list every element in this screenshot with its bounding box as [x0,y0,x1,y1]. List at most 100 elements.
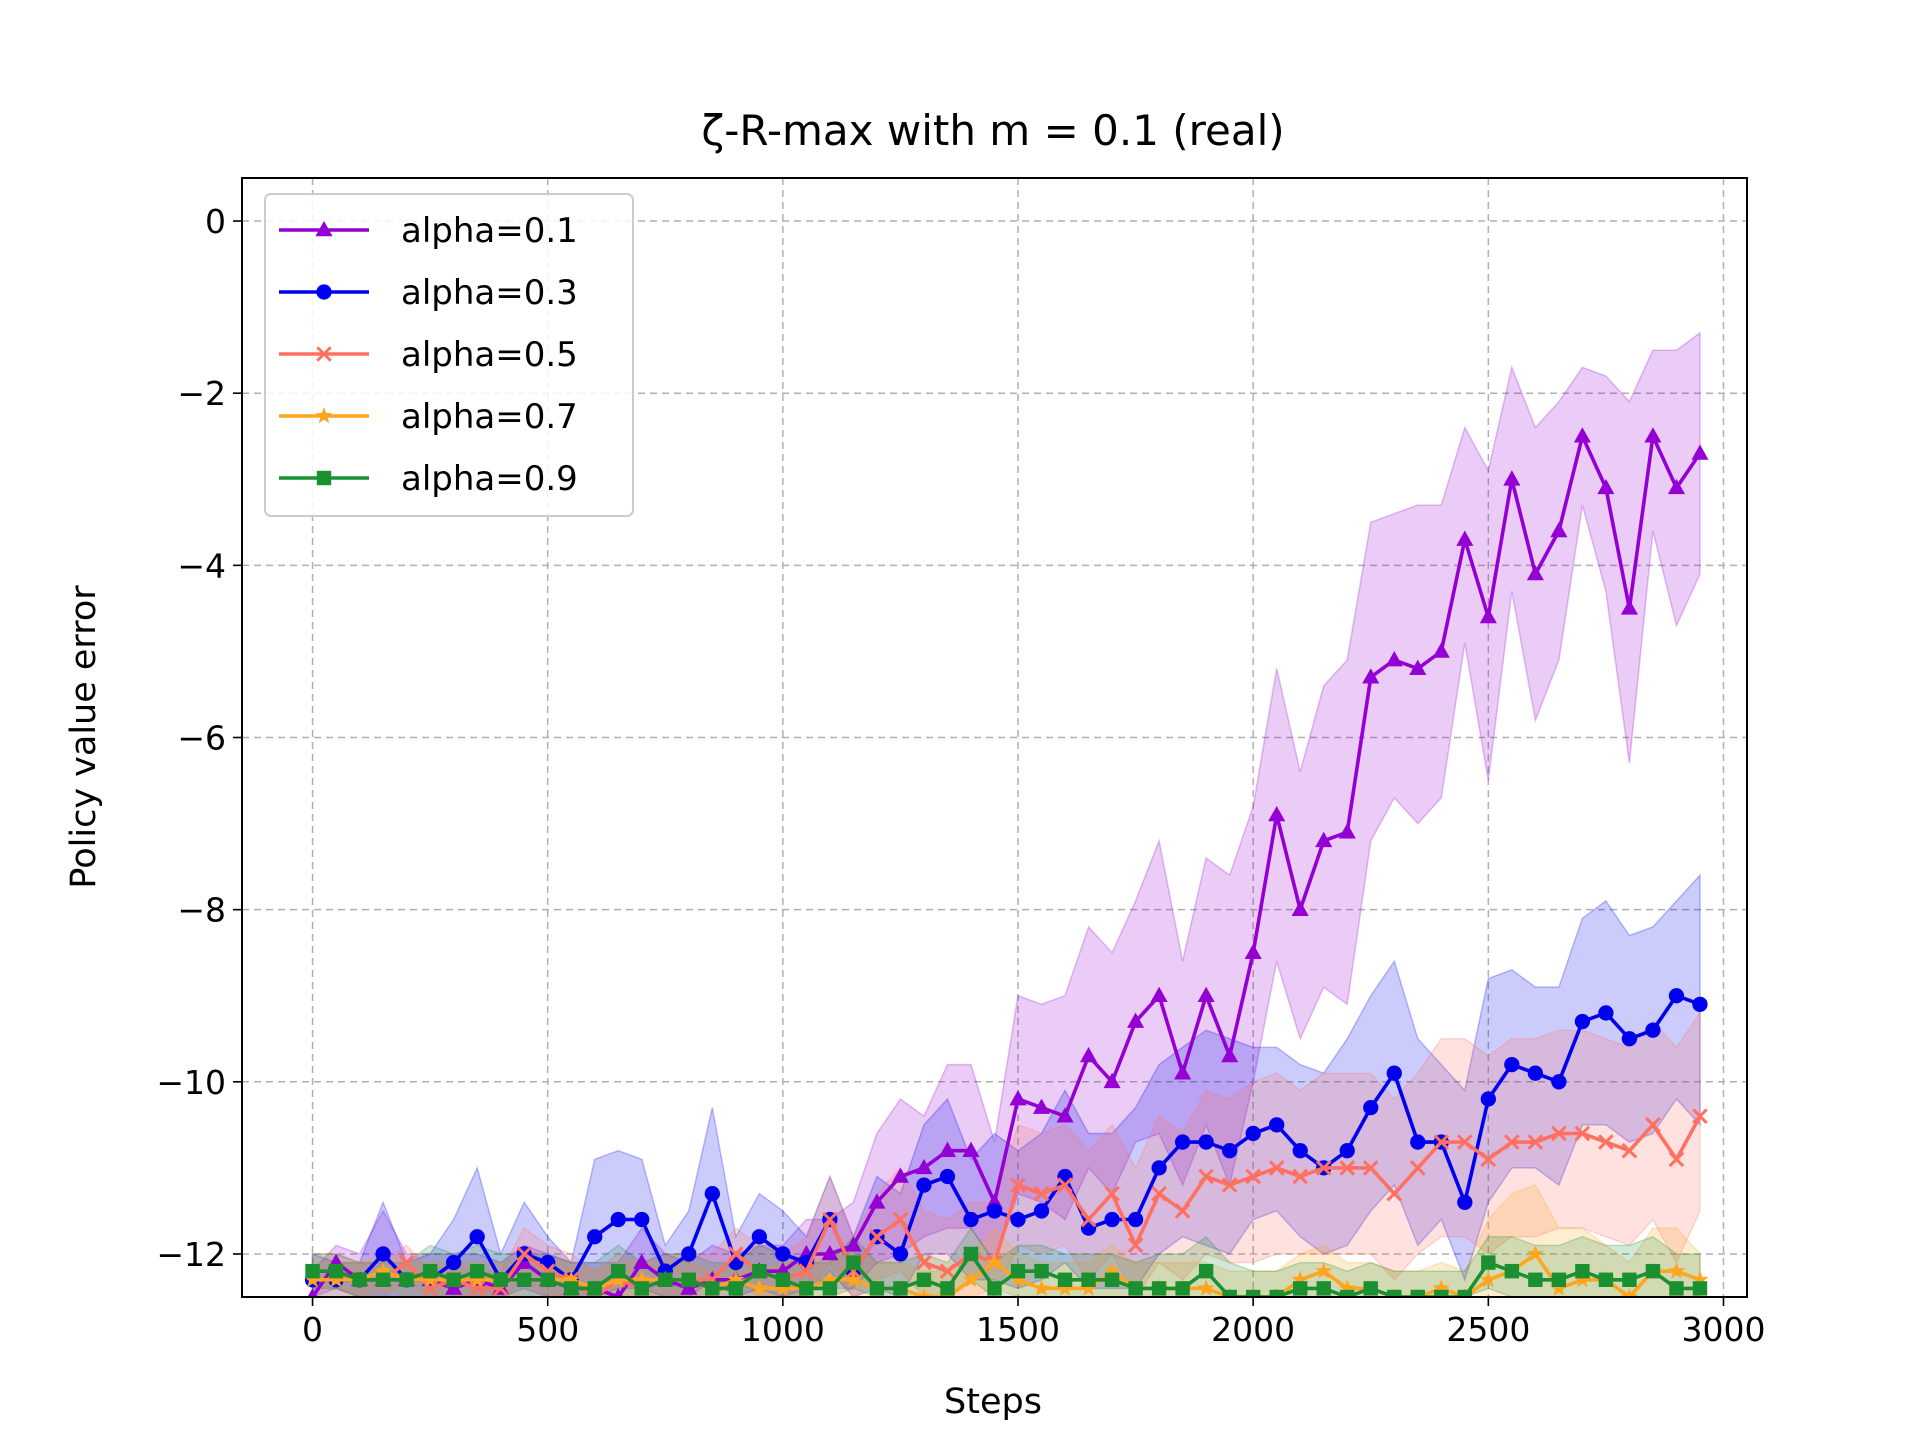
data-point [1080,1279,1098,1296]
data-point [540,1272,555,1287]
data-point [1268,1160,1285,1176]
data-point [1339,1143,1355,1159]
data-point [963,1246,979,1262]
data-point [1573,427,1591,443]
data-point [1409,1160,1426,1176]
axis-ticks: 0 500 1000 1500 2000 2500 3000 0 −2 −4 −6 −8 −10 −12 [156,202,1765,1349]
data-point [1479,607,1497,624]
data-point [562,1270,580,1288]
data-point [1198,1134,1214,1150]
legend-marker [315,407,333,424]
data-point [1597,478,1615,495]
data-point [609,1270,627,1288]
data-point [1080,1046,1098,1063]
data-point [1362,1160,1379,1176]
data-point [1691,1270,1709,1288]
data-point [728,1281,744,1296]
data-point [634,1281,649,1296]
data-point [1645,1117,1661,1133]
data-point [1598,1005,1614,1021]
data-point [774,1279,792,1296]
data-point [680,1279,698,1295]
data-point [1692,996,1708,1012]
data-point [1032,1098,1051,1114]
data-point [705,1281,720,1296]
data-point [869,1228,885,1245]
legend-marker [316,284,332,300]
data-point [1033,1203,1050,1219]
data-point [916,1254,932,1271]
data-point [1387,1289,1402,1297]
data-point [1504,1134,1520,1150]
data-point [1057,1272,1073,1287]
series-lines [304,427,1709,1297]
chart-title: ζ-R-max with m = 0.1 (real) [701,106,1284,155]
data-point [987,1281,1002,1296]
data-point [775,1272,791,1287]
y-tick-label: −10 [156,1063,226,1102]
data-point [681,1246,697,1262]
data-point [1551,1125,1567,1142]
data-point [1198,1263,1214,1279]
x-tick-label: 1500 [976,1310,1060,1349]
data-point [1033,1185,1050,1202]
x-tick-label: 3000 [1681,1310,1765,1349]
data-point [304,1270,322,1288]
data-point [1644,427,1662,443]
data-point [939,1168,956,1185]
data-point [915,1288,933,1297]
data-point [1457,1194,1473,1210]
data-point [1620,1288,1638,1297]
data-point [422,1280,438,1297]
data-point [1197,1279,1215,1296]
data-point [704,1186,720,1202]
data-point [1668,1151,1685,1168]
data-point [1081,1272,1096,1287]
y-tick-label: −2 [177,374,226,413]
data-point [1481,1255,1496,1270]
data-point [1526,564,1544,581]
data-point [1363,1281,1378,1296]
data-point [963,1211,979,1228]
x-tick-label: 2000 [1211,1310,1295,1349]
data-point [516,1272,532,1287]
data-point [1151,1185,1167,1202]
data-point [1292,1143,1308,1159]
data-point [1503,470,1521,486]
data-point [915,1158,933,1175]
data-point [445,1254,462,1271]
x-axis-label: Steps [944,1382,1042,1422]
y-tick-label: −8 [177,891,226,930]
data-point [610,1211,626,1228]
data-point [1315,831,1333,848]
data-point [752,1263,767,1279]
data-point [821,1270,839,1288]
data-point [1479,1270,1497,1288]
data-point [1551,1074,1567,1090]
data-point [611,1263,626,1279]
data-point [1691,444,1709,460]
legend-label: alpha=0.5 [401,335,578,375]
data-point [1292,1168,1309,1185]
data-point [633,1253,651,1269]
data-point [1667,478,1686,495]
data-point [1692,1108,1708,1125]
data-point [1410,1134,1426,1150]
data-point [1269,1289,1284,1297]
data-point [1528,1272,1543,1287]
legend-item: alpha=0.9 [279,459,578,499]
data-point [893,1281,908,1296]
data-point [328,1263,344,1279]
data-point [1245,1125,1261,1142]
data-point [613,1288,624,1297]
y-tick-label: −6 [177,719,226,758]
data-point [868,1193,886,1209]
data-point [1315,1262,1333,1279]
legend-item: alpha=0.1 [279,211,578,251]
legend-box [264,193,634,517]
data-point [1103,1072,1121,1089]
data-point [1338,823,1356,839]
legend-marker [316,346,332,362]
data-point [1268,805,1286,822]
